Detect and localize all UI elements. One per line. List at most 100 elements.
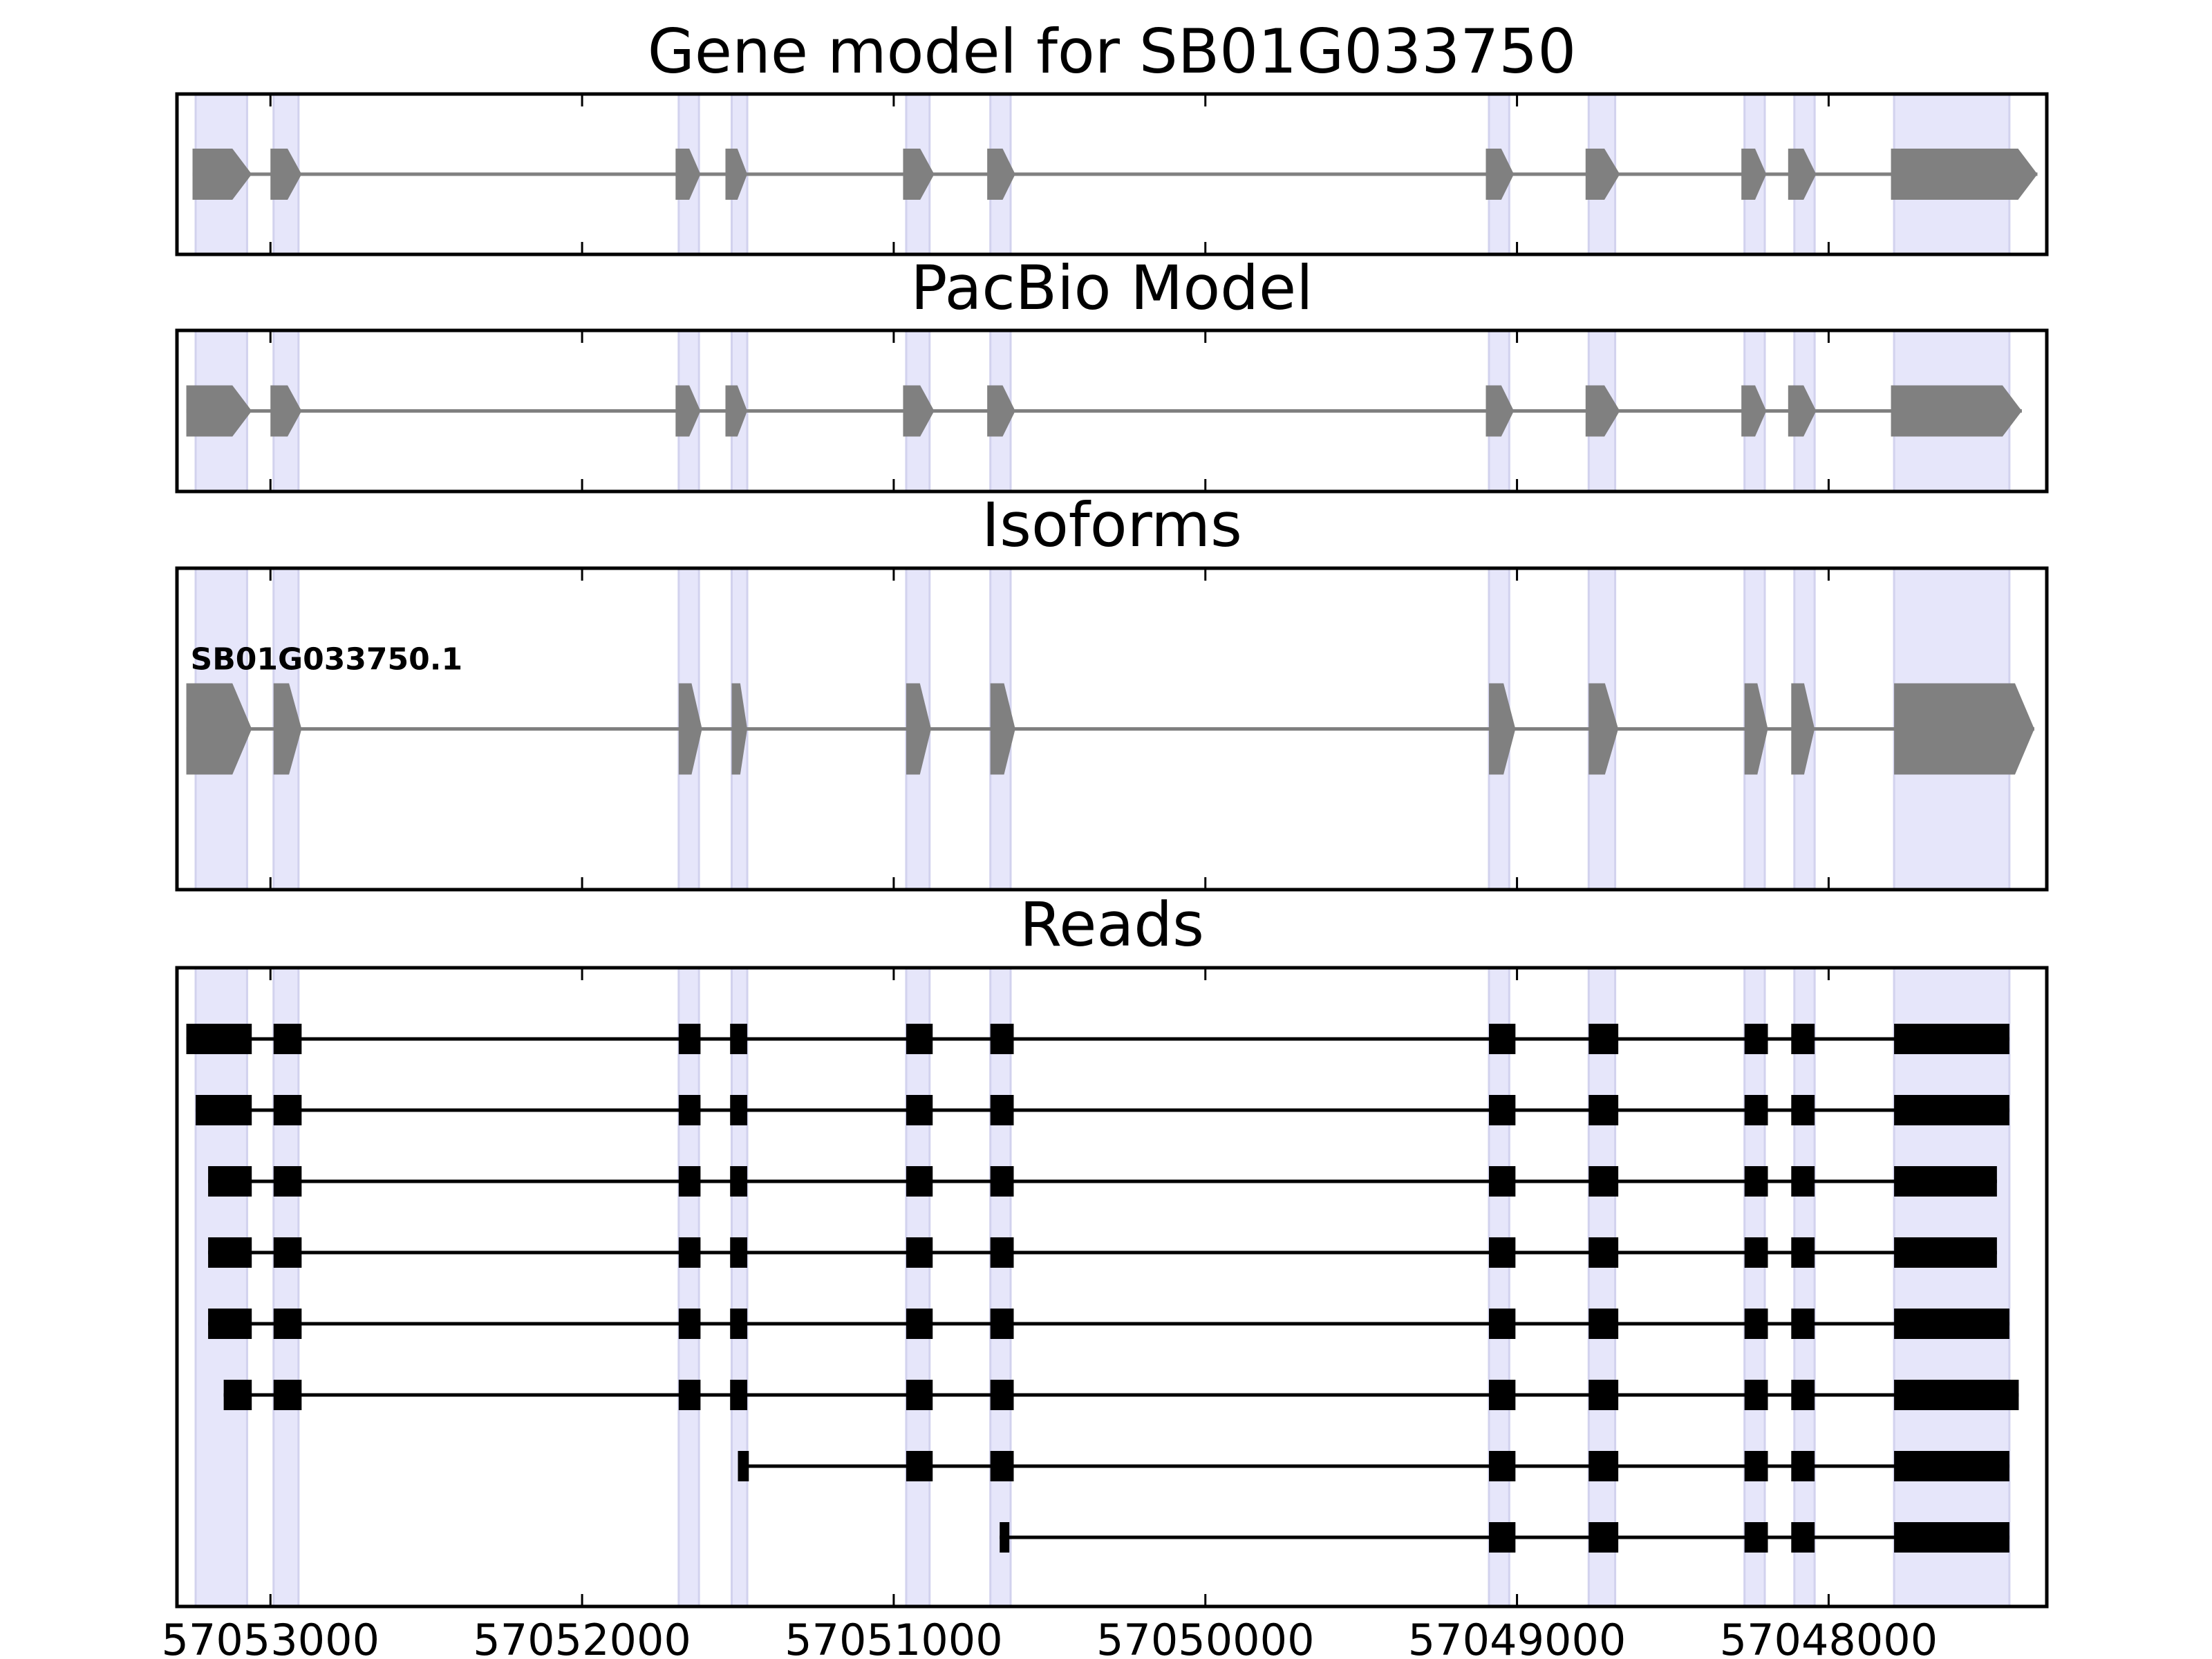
read-block — [1894, 1237, 1997, 1268]
read-block — [906, 1095, 933, 1125]
read-block — [1744, 1095, 1768, 1125]
panel-1: PacBio Model — [175, 252, 2049, 494]
model-track — [192, 149, 2038, 200]
read-block — [906, 1309, 933, 1339]
read-track — [223, 1380, 2019, 1410]
read-block — [1744, 1380, 1768, 1410]
read-block — [1489, 1024, 1516, 1054]
exon-arrow — [1485, 385, 1515, 437]
read-block — [1894, 1309, 2009, 1339]
read-block — [730, 1024, 748, 1054]
read-block — [738, 1451, 749, 1481]
read-block — [1489, 1522, 1516, 1553]
exon-highlight-band — [272, 968, 300, 1606]
read-block — [273, 1166, 302, 1197]
read-block — [1791, 1380, 1815, 1410]
x-tick-label: 57050000 — [1096, 1615, 1315, 1659]
exon-arrow — [1741, 149, 1767, 200]
exon-arrow — [1741, 385, 1767, 437]
read-block — [906, 1024, 933, 1054]
exon-arrow — [987, 149, 1015, 200]
panel-0: Gene model for SB01G033750 — [175, 16, 2049, 256]
exon-arrow — [1891, 385, 2022, 437]
read-block — [1588, 1451, 1619, 1481]
exon-highlight-band — [989, 968, 1012, 1606]
exon-arrow — [1891, 149, 2038, 200]
read-block — [678, 1166, 701, 1197]
panel-frame — [175, 328, 2049, 494]
read-block — [730, 1380, 748, 1410]
read-block — [906, 1451, 933, 1481]
read-block — [1791, 1166, 1815, 1197]
x-tick-label: 57051000 — [785, 1615, 1003, 1659]
exon-arrow — [731, 683, 748, 775]
read-block — [273, 1095, 302, 1125]
read-block — [1791, 1237, 1815, 1268]
exon-highlight-band — [194, 968, 248, 1606]
x-tick-label: 57048000 — [1720, 1615, 1938, 1659]
read-block — [273, 1380, 302, 1410]
read-track — [738, 1451, 2009, 1481]
panel-plot-area — [186, 568, 2034, 890]
read-block — [990, 1024, 1014, 1054]
read-block — [1894, 1522, 2009, 1553]
exon-arrow — [1788, 149, 1817, 200]
read-block — [678, 1380, 701, 1410]
panel-frame — [175, 566, 2049, 892]
panel-title: Reads — [1020, 889, 1204, 960]
exon-arrow — [990, 683, 1015, 775]
read-block — [1744, 1237, 1768, 1268]
exon-arrow — [1788, 385, 1817, 437]
read-block — [1489, 1380, 1516, 1410]
read-block — [208, 1237, 252, 1268]
read-block — [1588, 1380, 1619, 1410]
exon-highlight-band — [1793, 968, 1816, 1606]
read-block — [730, 1095, 748, 1125]
exon-arrow — [675, 385, 701, 437]
x-tick-label: 57053000 — [161, 1615, 379, 1659]
exon-arrow — [903, 149, 935, 200]
read-block — [678, 1237, 701, 1268]
read-track — [1000, 1522, 2009, 1553]
read-block — [1489, 1095, 1516, 1125]
read-block — [1588, 1309, 1619, 1339]
exon-highlight-band — [1893, 968, 2011, 1606]
read-block — [990, 1380, 1014, 1410]
exon-arrow — [186, 385, 252, 437]
read-block — [990, 1095, 1014, 1125]
read-block — [1894, 1095, 2009, 1125]
read-block — [1744, 1309, 1768, 1339]
read-block — [1489, 1309, 1516, 1339]
read-block — [1588, 1166, 1619, 1197]
read-block — [678, 1309, 701, 1339]
panel-plot-area — [192, 94, 2038, 254]
panel-2: SB01G033750.1 Isoforms — [175, 489, 2049, 892]
read-block — [1489, 1451, 1516, 1481]
exon-arrow — [270, 385, 302, 437]
isoform-label: SB01G033750.1 — [191, 642, 463, 677]
exon-arrow — [1585, 149, 1620, 200]
exon-arrow — [675, 149, 701, 200]
exon-highlight-band — [677, 968, 700, 1606]
exon-arrow — [906, 683, 932, 775]
read-block — [1791, 1095, 1815, 1125]
exon-arrow — [1588, 683, 1619, 775]
exon-highlight-band — [1743, 968, 1766, 1606]
model-track — [186, 683, 2034, 775]
read-block — [223, 1380, 252, 1410]
exon-arrow — [1585, 385, 1620, 437]
read-block — [730, 1309, 748, 1339]
exon-arrow — [273, 683, 302, 775]
read-block — [906, 1166, 933, 1197]
read-block — [1588, 1522, 1619, 1553]
panel-title: PacBio Model — [910, 252, 1313, 324]
read-block — [1588, 1237, 1619, 1268]
read-block — [1744, 1522, 1768, 1553]
exon-arrow — [1744, 683, 1768, 775]
read-block — [1894, 1451, 2009, 1481]
read-block — [678, 1095, 701, 1125]
read-block — [1588, 1024, 1619, 1054]
panel-plot-area — [186, 330, 2022, 491]
read-block — [1791, 1309, 1815, 1339]
